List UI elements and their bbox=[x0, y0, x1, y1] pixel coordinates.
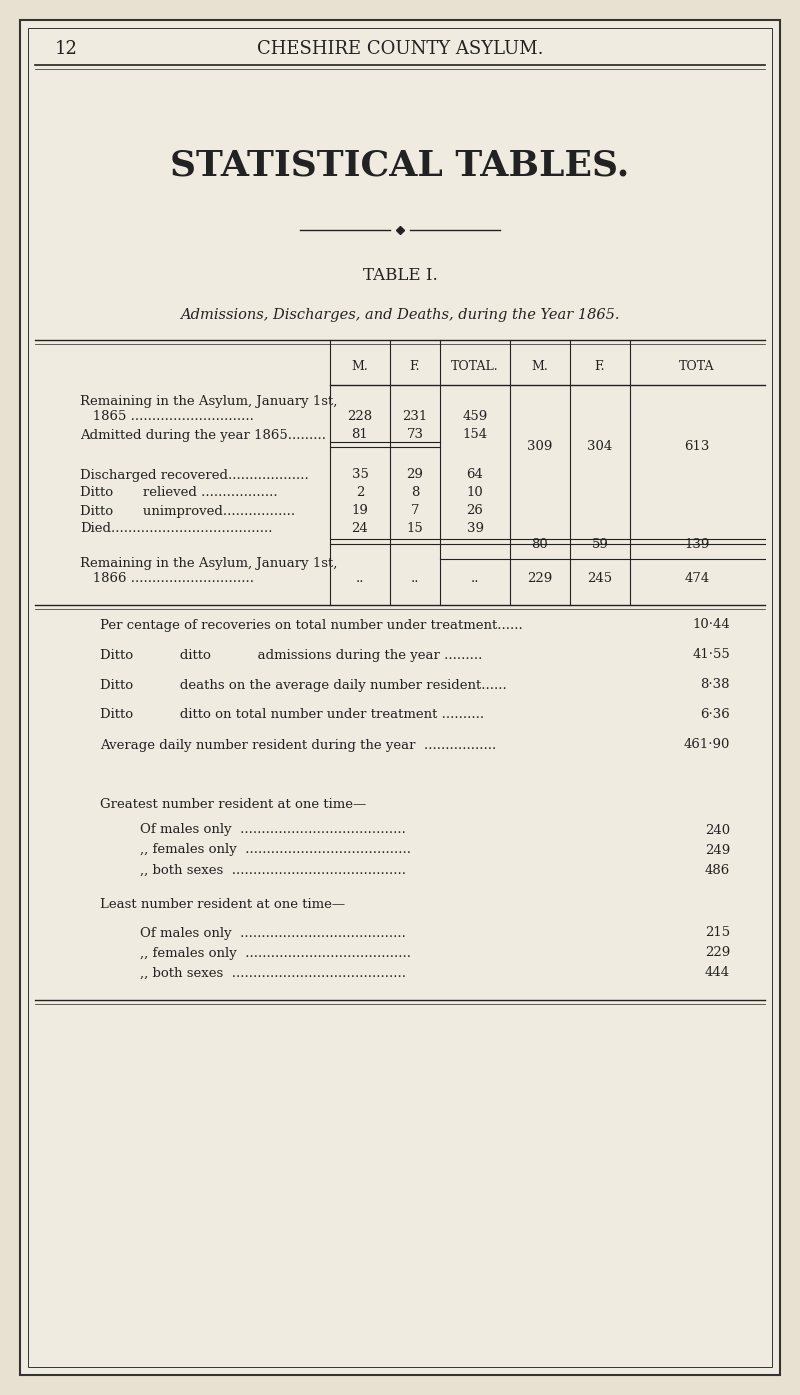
Text: Admissions, Discharges, and Deaths, during the Year 1865.: Admissions, Discharges, and Deaths, duri… bbox=[180, 308, 620, 322]
Text: 24: 24 bbox=[352, 523, 368, 536]
Text: 154: 154 bbox=[462, 428, 487, 441]
Text: STATISTICAL TABLES.: STATISTICAL TABLES. bbox=[170, 148, 630, 181]
Text: ..: .. bbox=[410, 572, 419, 586]
Text: ,, both sexes  .........................................: ,, both sexes ..........................… bbox=[140, 864, 406, 876]
Text: 35: 35 bbox=[351, 469, 369, 481]
Text: 240: 240 bbox=[705, 823, 730, 837]
Text: 231: 231 bbox=[402, 410, 428, 424]
Text: Admitted during the year 1865.........: Admitted during the year 1865......... bbox=[80, 428, 326, 441]
Text: 486: 486 bbox=[705, 864, 730, 876]
Text: 249: 249 bbox=[705, 844, 730, 857]
Text: 245: 245 bbox=[587, 572, 613, 586]
Text: 10·44: 10·44 bbox=[692, 618, 730, 632]
Text: TOTAL.: TOTAL. bbox=[451, 360, 499, 374]
Text: 8·38: 8·38 bbox=[701, 678, 730, 692]
Text: 444: 444 bbox=[705, 967, 730, 979]
Text: Remaining in the Asylum, January 1st,: Remaining in the Asylum, January 1st, bbox=[80, 396, 338, 409]
Text: Remaining in the Asylum, January 1st,: Remaining in the Asylum, January 1st, bbox=[80, 558, 338, 571]
Text: Died......................................: Died....................................… bbox=[80, 523, 273, 536]
Text: ,, females only  .......................................: ,, females only ........................… bbox=[140, 946, 411, 960]
Text: Of males only  .......................................: Of males only ..........................… bbox=[140, 823, 406, 837]
Text: Ditto           ditto on total number under treatment ..........: Ditto ditto on total number under treatm… bbox=[100, 709, 484, 721]
Text: 6·36: 6·36 bbox=[700, 709, 730, 721]
Text: 73: 73 bbox=[406, 428, 423, 441]
Text: TABLE I.: TABLE I. bbox=[362, 266, 438, 283]
Text: ..: .. bbox=[470, 572, 479, 586]
Text: Ditto           deaths on the average daily number resident......: Ditto deaths on the average daily number… bbox=[100, 678, 506, 692]
Text: F.: F. bbox=[410, 360, 420, 374]
Text: 474: 474 bbox=[684, 572, 710, 586]
Text: 80: 80 bbox=[532, 537, 548, 551]
Text: 1866 .............................: 1866 ............................. bbox=[80, 572, 254, 586]
Text: Of males only  .......................................: Of males only ..........................… bbox=[140, 926, 406, 939]
Text: M.: M. bbox=[532, 360, 548, 374]
Text: 12: 12 bbox=[55, 40, 78, 59]
Text: 59: 59 bbox=[591, 537, 609, 551]
Text: CHESHIRE COUNTY ASYLUM.: CHESHIRE COUNTY ASYLUM. bbox=[257, 40, 543, 59]
Text: Ditto       unimproved.................: Ditto unimproved................. bbox=[80, 505, 295, 518]
Text: Ditto       relieved ..................: Ditto relieved .................. bbox=[80, 487, 278, 499]
Text: 8: 8 bbox=[411, 487, 419, 499]
Text: 64: 64 bbox=[466, 469, 483, 481]
Text: 229: 229 bbox=[705, 946, 730, 960]
Text: ,, both sexes  .........................................: ,, both sexes ..........................… bbox=[140, 967, 406, 979]
Text: 1865 .............................: 1865 ............................. bbox=[80, 410, 254, 424]
Text: 26: 26 bbox=[466, 505, 483, 518]
Text: 139: 139 bbox=[684, 537, 710, 551]
Text: 461·90: 461·90 bbox=[684, 738, 730, 752]
Text: 39: 39 bbox=[466, 523, 483, 536]
Text: 81: 81 bbox=[352, 428, 368, 441]
Text: F.: F. bbox=[594, 360, 606, 374]
Text: 2: 2 bbox=[356, 487, 364, 499]
Text: 41·55: 41·55 bbox=[692, 649, 730, 661]
Text: 29: 29 bbox=[406, 469, 423, 481]
Text: Ditto           ditto           admissions during the year .........: Ditto ditto admissions during the year .… bbox=[100, 649, 482, 661]
Text: Greatest number resident at one time—: Greatest number resident at one time— bbox=[100, 798, 366, 812]
Text: Discharged recovered...................: Discharged recovered................... bbox=[80, 469, 309, 481]
Text: TOTA: TOTA bbox=[679, 360, 714, 374]
Text: ..: .. bbox=[356, 572, 364, 586]
Text: 10: 10 bbox=[466, 487, 483, 499]
Text: ,, females only  .......................................: ,, females only ........................… bbox=[140, 844, 411, 857]
Text: 229: 229 bbox=[527, 572, 553, 586]
Text: 304: 304 bbox=[587, 439, 613, 452]
Text: 15: 15 bbox=[406, 523, 423, 536]
Text: 613: 613 bbox=[684, 439, 710, 452]
Text: Least number resident at one time—: Least number resident at one time— bbox=[100, 898, 345, 911]
Text: 228: 228 bbox=[347, 410, 373, 424]
Text: M.: M. bbox=[352, 360, 368, 374]
Text: 309: 309 bbox=[527, 439, 553, 452]
Text: 19: 19 bbox=[351, 505, 369, 518]
Text: Average daily number resident during the year  .................: Average daily number resident during the… bbox=[100, 738, 496, 752]
Text: 7: 7 bbox=[410, 505, 419, 518]
Text: Per centage of recoveries on total number under treatment......: Per centage of recoveries on total numbe… bbox=[100, 618, 522, 632]
Text: 459: 459 bbox=[462, 410, 488, 424]
Text: 215: 215 bbox=[705, 926, 730, 939]
